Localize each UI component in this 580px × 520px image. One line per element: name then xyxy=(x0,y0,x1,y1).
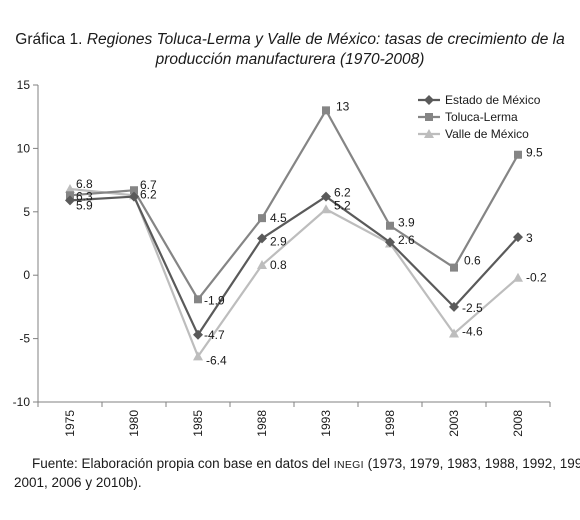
data-point xyxy=(513,232,523,243)
x-tick-label: 2008 xyxy=(511,410,525,437)
chart-title-line1: Regiones Toluca-Lerma y Valle de México:… xyxy=(86,31,565,48)
line-chart: -10 -5 0 5 10 15 1975 1980 1985 1988 1993 1998 2003 2… xyxy=(13,78,551,437)
data-label: -1.9 xyxy=(204,293,225,307)
chart-title: Gráfica 1. Regiones Toluca-Lerma y Valle… xyxy=(0,30,580,70)
data-label: 6.2 xyxy=(140,188,157,202)
chart-series xyxy=(65,106,523,361)
data-point xyxy=(65,183,75,193)
data-label: -6.4 xyxy=(206,353,227,367)
data-point xyxy=(321,191,331,202)
data-point xyxy=(65,195,75,206)
x-tick-label: 1980 xyxy=(127,410,141,437)
series-line xyxy=(69,109,519,301)
source-prefix: Fuente: Elaboración propia con base en d… xyxy=(32,456,330,471)
y-tick-label: 0 xyxy=(23,268,30,282)
data-label: 2.9 xyxy=(270,234,287,248)
data-label: -4.6 xyxy=(462,325,483,339)
series-line xyxy=(69,195,519,336)
source-note: Fuente: Elaboración propia con base en d… xyxy=(14,455,580,492)
legend-label: Toluca-Lerma xyxy=(445,110,518,124)
y-tick-label: -5 xyxy=(19,332,30,346)
y-tick-label: 15 xyxy=(17,78,31,92)
data-label: 13 xyxy=(336,99,350,113)
x-tick-label: 1998 xyxy=(383,410,397,437)
data-label: 6.8 xyxy=(76,177,93,191)
data-point xyxy=(257,260,267,270)
data-point xyxy=(386,221,394,230)
chart-title-line2: producción manufacturera (1970-2008) xyxy=(155,51,425,68)
data-label: 6.2 xyxy=(334,186,351,200)
x-tick-label: 1985 xyxy=(191,410,205,437)
data-label: 0.6 xyxy=(464,254,481,268)
data-point xyxy=(257,233,267,244)
source-inegi: INEGI xyxy=(333,459,364,471)
source-years: (1973, 1979, 1983, 1988, 1992, 1998, xyxy=(367,456,580,471)
data-label: 3 xyxy=(526,231,533,245)
data-point xyxy=(449,301,459,312)
data-point xyxy=(321,204,331,214)
data-point xyxy=(322,106,330,115)
legend-swatch-marker xyxy=(425,113,433,121)
chart-data-labels: 5.9 6.2 -4.7 2.9 6.2 2.6 -2.5 3 6.3 6.7 -1.9 4.5 13 3… xyxy=(76,99,547,367)
data-point xyxy=(514,150,522,159)
x-tick-label: 1975 xyxy=(63,410,77,437)
data-point xyxy=(385,237,395,248)
data-point xyxy=(66,191,74,200)
data-point xyxy=(193,329,203,340)
x-tick-label: 1988 xyxy=(255,410,269,437)
data-label: 6.7 xyxy=(140,178,157,192)
data-point xyxy=(513,272,523,282)
chart-legend: Estado de México Toluca-Lerma Valle de Méx… xyxy=(418,93,541,141)
legend-swatch-marker xyxy=(424,129,434,138)
data-label: 9.5 xyxy=(526,146,543,160)
data-point xyxy=(258,214,266,223)
data-label: 4.5 xyxy=(270,211,287,225)
data-point xyxy=(449,328,459,338)
legend-swatch-marker xyxy=(424,95,434,105)
data-point xyxy=(450,263,458,272)
y-tick-label: 5 xyxy=(23,205,30,219)
chart-axes: -10 -5 0 5 10 15 1975 1980 1985 1988 1993 1998 2003 2… xyxy=(13,78,551,437)
data-label: -4.7 xyxy=(204,328,225,342)
series-line xyxy=(69,187,519,358)
data-point xyxy=(194,295,202,304)
y-tick-label: -10 xyxy=(13,395,31,409)
legend-label: Estado de México xyxy=(445,93,541,107)
source-line2: 2001, 2006 y 2010b). xyxy=(14,475,142,490)
data-point xyxy=(129,191,139,202)
data-label: 0.8 xyxy=(270,258,287,272)
x-tick-label: 1993 xyxy=(319,410,333,437)
data-label: 6.3 xyxy=(76,189,93,203)
data-point xyxy=(130,186,138,195)
data-point xyxy=(193,351,203,361)
chart-title-lead: Gráfica 1. xyxy=(15,31,83,48)
data-label: 3.9 xyxy=(398,216,415,230)
data-label: 5.9 xyxy=(76,198,93,212)
legend-label: Valle de México xyxy=(445,127,529,141)
data-label: 2.6 xyxy=(398,233,415,247)
x-tick-label: 2003 xyxy=(447,410,461,437)
data-label: -2.5 xyxy=(462,301,483,315)
data-label: 5.2 xyxy=(334,198,351,212)
data-label: -0.2 xyxy=(526,271,547,285)
y-tick-label: 10 xyxy=(17,141,31,155)
